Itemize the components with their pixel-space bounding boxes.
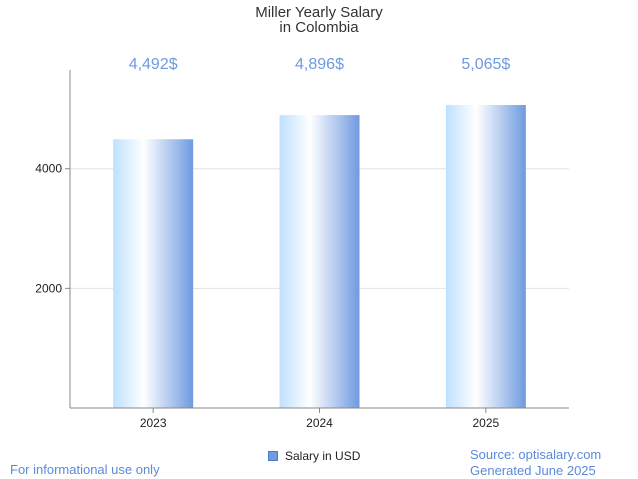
y-tick-label: 2000 bbox=[35, 281, 62, 295]
source-text: Source: optisalary.com bbox=[470, 447, 602, 462]
x-tick-label: 2024 bbox=[306, 416, 333, 430]
x-tick-label: 2025 bbox=[472, 416, 499, 430]
chart-title-line-1: Miller Yearly Salary bbox=[255, 4, 383, 21]
legend-label: Salary in USD bbox=[285, 449, 361, 463]
y-tick-label: 4000 bbox=[35, 162, 62, 176]
chart-title-line-2: in Colombia bbox=[279, 19, 359, 36]
legend-swatch bbox=[268, 451, 278, 461]
bar bbox=[113, 139, 194, 409]
legend: Salary in USD bbox=[262, 447, 369, 465]
value-label: 5,065$ bbox=[461, 56, 510, 73]
value-label: 4,896$ bbox=[295, 56, 344, 73]
disclaimer-text: For informational use only bbox=[10, 462, 160, 477]
x-tick-label: 2023 bbox=[140, 416, 167, 430]
footer-info: Source: optisalary.com Generated June 20… bbox=[470, 447, 601, 479]
value-label: 4,492$ bbox=[129, 56, 178, 73]
bar bbox=[445, 104, 526, 408]
bar bbox=[279, 115, 360, 408]
generated-text: Generated June 2025 bbox=[470, 463, 596, 478]
